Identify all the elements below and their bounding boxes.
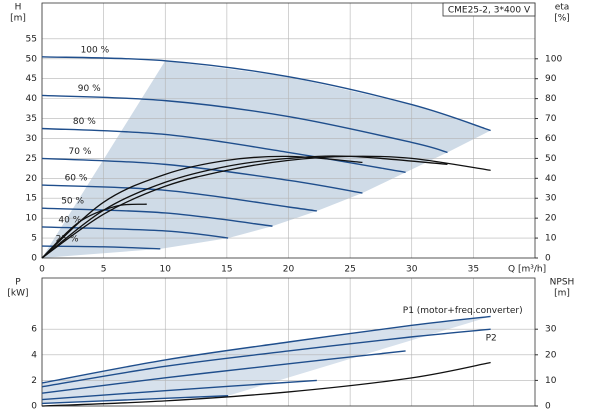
y2-axis-unit: [m] [554,289,570,299]
y2-tick-label: 20 [545,214,557,224]
legend-text: CME25-2, 3*400 V [448,6,531,16]
y-axis-unit: [m] [10,14,26,24]
y-tick-label: 4 [31,350,37,360]
curve [41,379,317,401]
curve [41,226,229,239]
plot-frame [41,277,536,407]
plot-frame [41,2,536,259]
y-tick-label: 55 [26,34,37,44]
curve-label: 50 % [61,197,84,207]
x-tick-label: 5 [101,265,107,275]
x-tick-label: 35 [468,265,479,275]
secondary-curve [41,155,491,259]
y-tick-label: 45 [26,74,37,84]
operating-area [42,316,491,404]
y-tick-label: 35 [26,114,37,124]
y2-axis-label: eta [555,3,570,13]
y2-tick-label: 90 [545,74,557,84]
y-tick-label: 5 [31,234,37,244]
secondary-curve [41,155,363,259]
y2-tick-label: 30 [545,194,557,204]
y2-tick-label: 0 [545,254,551,264]
secondary-curve [41,361,491,407]
y2-tick-label: 10 [545,234,557,244]
y2-axis-label: NPSH [550,278,575,288]
x-axis-label: Q [m³/h] [508,265,546,275]
y-tick-label: 0 [31,254,37,264]
curve-label: P2 [486,334,497,344]
curve [41,56,491,132]
y2-tick-label: 80 [545,94,557,104]
curve-label: 80 % [73,117,96,127]
curve [41,350,406,394]
y2-tick-label: 0 [545,402,551,412]
y2-tick-label: 20 [545,350,557,360]
curve-label: P1 (motor+freq.converter) [403,306,523,316]
y-tick-label: 20 [26,174,38,184]
curve-label: 100 % [81,45,110,55]
curve-label: 90 % [78,84,101,94]
y2-tick-label: 30 [545,325,557,335]
x-tick-label: 15 [221,265,232,275]
curve [41,127,406,174]
y-tick-label: 0 [31,402,37,412]
y2-tick-label: 10 [545,376,557,386]
y2-tick-label: 50 [545,154,557,164]
operating-area [42,60,491,258]
curve [41,157,363,194]
x-tick-label: 20 [283,265,295,275]
curve-label: 60 % [65,174,88,184]
y-tick-label: 30 [26,134,38,144]
curve [41,184,317,212]
y-tick-label: 15 [26,194,37,204]
curve [41,94,448,154]
y-axis-label: H [15,3,22,13]
curve-label: 40 % [58,215,81,225]
x-tick-label: 0 [39,265,45,275]
y-tick-label: 2 [31,376,37,386]
y-tick-label: 25 [26,154,37,164]
curve [41,315,491,384]
secondary-curve [41,203,147,259]
y-tick-label: 50 [26,54,38,64]
curve-label: 70 % [69,147,92,157]
y2-tick-label: 100 [545,54,562,64]
y-tick-label: 40 [26,94,38,104]
y2-tick-label: 70 [545,114,557,124]
y-tick-label: 10 [26,214,38,224]
y-axis-unit: [kW] [7,289,28,299]
y2-axis-unit: [%] [554,14,570,24]
legend-box [442,2,536,17]
curve [41,328,491,388]
curve [41,207,273,227]
y-tick-label: 6 [31,325,37,335]
y-axis-label: P [15,278,21,288]
x-tick-label: 25 [344,265,355,275]
x-tick-label: 30 [406,265,418,275]
y2-tick-label: 60 [545,134,557,144]
x-tick-label: 10 [160,265,172,275]
y2-tick-label: 40 [545,174,557,184]
curve [41,395,229,405]
